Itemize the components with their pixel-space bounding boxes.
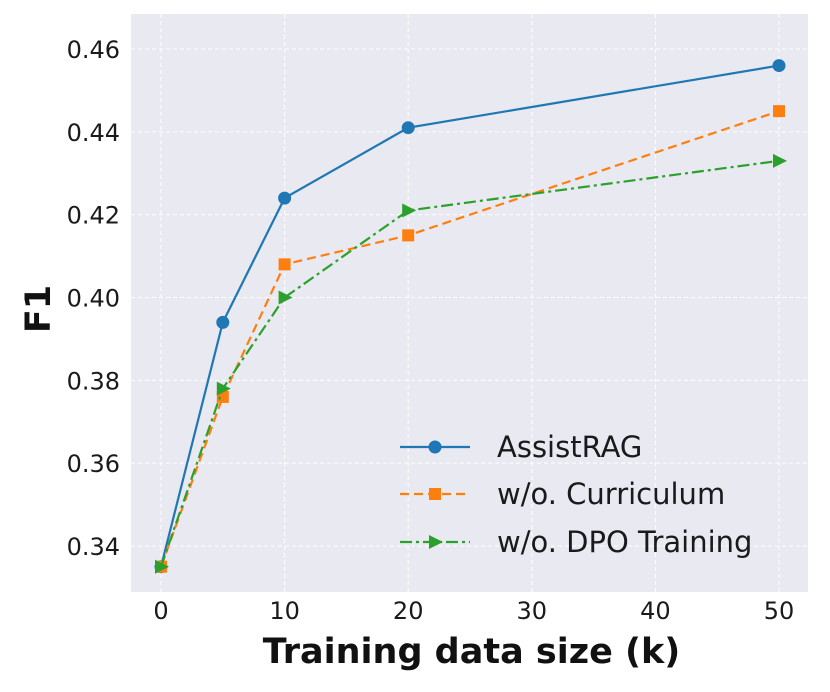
x-tick-label: 30 xyxy=(517,597,548,625)
data-point xyxy=(402,203,417,218)
legend: AssistRAG w/o. Curriculum w/o. DPO Trainin… xyxy=(400,430,752,559)
x-axis-ticks: 0 10 20 30 40 50 xyxy=(153,597,794,625)
legend-marker xyxy=(429,535,443,549)
y-tick-label: 0.44 xyxy=(67,119,120,147)
legend-item: w/o. DPO Training xyxy=(400,525,752,559)
data-point xyxy=(278,191,292,205)
data-point xyxy=(401,121,415,135)
series-layer xyxy=(154,59,787,574)
legend-label: w/o. Curriculum xyxy=(497,477,725,511)
x-tick-label: 20 xyxy=(393,597,424,625)
series-w-o-dpo-training xyxy=(155,153,787,574)
grid-lines xyxy=(131,14,808,592)
y-tick-label: 0.38 xyxy=(67,367,120,395)
data-point xyxy=(216,315,230,329)
x-tick-label: 10 xyxy=(269,597,300,625)
legend-label: AssistRAG xyxy=(497,430,642,464)
series-line xyxy=(159,159,780,568)
legend-label: w/o. DPO Training xyxy=(497,525,752,559)
data-point xyxy=(155,559,169,574)
x-tick-label: 50 xyxy=(764,597,795,625)
x-tick-label: 40 xyxy=(640,597,671,625)
data-point xyxy=(773,105,785,118)
plot-area xyxy=(131,14,808,592)
legend-item: w/o. Curriculum xyxy=(400,477,725,511)
y-tick-label: 0.34 xyxy=(67,533,120,561)
data-point xyxy=(772,59,786,73)
y-tick-label: 0.46 xyxy=(67,36,120,64)
y-axis-label: F1 xyxy=(19,285,59,333)
y-tick-label: 0.40 xyxy=(67,285,120,313)
legend-marker xyxy=(428,440,442,454)
y-tick-label: 0.36 xyxy=(67,450,120,478)
y-axis-ticks: 0.34 0.36 0.38 0.40 0.42 0.44 0.46 xyxy=(67,36,120,561)
data-point xyxy=(216,381,231,396)
legend-marker xyxy=(429,488,441,500)
data-point xyxy=(278,258,291,271)
x-axis-label: Training data size (k) xyxy=(263,632,681,672)
data-point xyxy=(773,153,787,168)
data-point xyxy=(402,229,415,242)
legend-item: AssistRAG xyxy=(400,430,642,464)
y-tick-label: 0.42 xyxy=(67,202,120,230)
data-point xyxy=(278,290,293,305)
x-tick-label: 0 xyxy=(153,597,168,625)
